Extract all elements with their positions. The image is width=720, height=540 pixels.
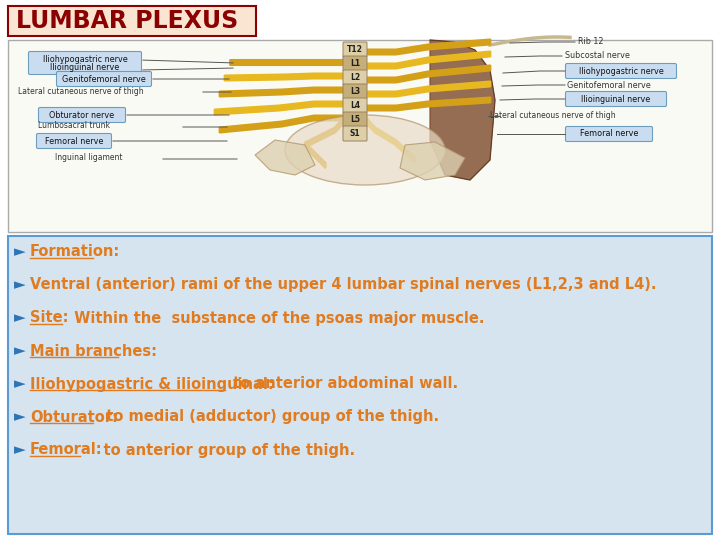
FancyBboxPatch shape (343, 112, 367, 127)
Polygon shape (400, 142, 465, 180)
Text: Femoral nerve: Femoral nerve (45, 137, 103, 145)
Text: Iliohypogastric nerve: Iliohypogastric nerve (42, 56, 127, 64)
Text: Lateral cutaneous nerve of thigh: Lateral cutaneous nerve of thigh (18, 87, 143, 96)
Text: S1: S1 (350, 130, 360, 138)
FancyBboxPatch shape (343, 84, 367, 99)
Text: ►: ► (14, 278, 26, 293)
Ellipse shape (285, 115, 445, 185)
Text: Inguinal ligament: Inguinal ligament (55, 153, 122, 162)
Text: ►: ► (14, 245, 26, 260)
FancyBboxPatch shape (38, 107, 125, 123)
Text: ►: ► (14, 343, 26, 359)
FancyBboxPatch shape (343, 126, 367, 141)
Text: ►: ► (14, 442, 26, 457)
Text: LUMBAR PLEXUS: LUMBAR PLEXUS (16, 9, 238, 33)
Text: Formation:: Formation: (30, 245, 120, 260)
Text: Genitofemoral nerve: Genitofemoral nerve (567, 80, 651, 90)
Text: Lumbosacral trunk: Lumbosacral trunk (38, 121, 110, 130)
Text: Rib 12: Rib 12 (578, 37, 603, 46)
Text: Ilioinguinal nerve: Ilioinguinal nerve (581, 94, 651, 104)
Text: ►: ► (14, 310, 26, 326)
FancyBboxPatch shape (565, 91, 667, 106)
Text: T12: T12 (347, 45, 363, 55)
FancyBboxPatch shape (343, 56, 367, 71)
Text: Femoral nerve: Femoral nerve (580, 130, 638, 138)
FancyBboxPatch shape (343, 98, 367, 113)
FancyBboxPatch shape (8, 40, 712, 232)
Text: to anterior abdominal wall.: to anterior abdominal wall. (228, 376, 459, 392)
Text: to anterior group of the thigh.: to anterior group of the thigh. (84, 442, 356, 457)
Text: Obturator nerve: Obturator nerve (50, 111, 114, 119)
Text: L5: L5 (350, 116, 360, 125)
Text: Femoral:: Femoral: (30, 442, 103, 457)
FancyBboxPatch shape (565, 126, 652, 141)
Polygon shape (255, 140, 315, 175)
Text: L4: L4 (350, 102, 360, 111)
Text: Lateral cutaneous nerve of thigh: Lateral cutaneous nerve of thigh (490, 111, 616, 120)
Text: L2: L2 (350, 73, 360, 83)
Text: Main branches:: Main branches: (30, 343, 157, 359)
FancyBboxPatch shape (8, 6, 256, 36)
Text: Iliohypogastric nerve: Iliohypogastric nerve (579, 66, 663, 76)
FancyBboxPatch shape (343, 42, 367, 57)
Text: Subcostal nerve: Subcostal nerve (565, 51, 630, 60)
Text: Obturator:: Obturator: (30, 409, 118, 424)
FancyBboxPatch shape (37, 133, 112, 148)
FancyBboxPatch shape (343, 70, 367, 85)
Text: Site:: Site: (30, 310, 68, 326)
FancyBboxPatch shape (56, 71, 151, 86)
Text: Ventral (anterior) rami of the upper 4 lumbar spinal nerves (L1,2,3 and L4).: Ventral (anterior) rami of the upper 4 l… (30, 278, 657, 293)
FancyBboxPatch shape (29, 51, 142, 75)
Text: to medial (adductor) group of the thigh.: to medial (adductor) group of the thigh. (96, 409, 439, 424)
Polygon shape (430, 40, 495, 180)
Text: ►: ► (14, 409, 26, 424)
Text: L1: L1 (350, 59, 360, 69)
Text: Iliohypogastric & ilioinguinal:: Iliohypogastric & ilioinguinal: (30, 376, 274, 392)
FancyBboxPatch shape (8, 236, 712, 534)
Text: Ilioinguinal nerve: Ilioinguinal nerve (50, 63, 120, 71)
Text: Within the  substance of the psoas major muscle.: Within the substance of the psoas major … (65, 310, 485, 326)
Text: ►: ► (14, 376, 26, 392)
Text: Genitofemoral nerve: Genitofemoral nerve (62, 75, 146, 84)
Text: L3: L3 (350, 87, 360, 97)
FancyBboxPatch shape (565, 64, 677, 78)
